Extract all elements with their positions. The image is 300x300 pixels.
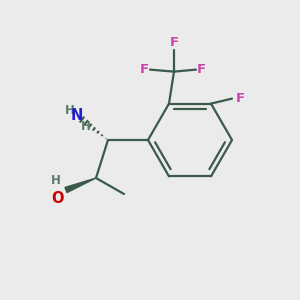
Polygon shape [65,178,96,193]
Text: H: H [51,173,61,187]
Text: H: H [65,104,75,118]
Text: N: N [71,109,83,124]
Text: F: F [169,36,178,49]
Text: O: O [52,191,64,206]
Text: F: F [197,63,206,76]
Text: F: F [140,63,149,76]
Text: F: F [236,92,245,105]
Text: H: H [81,119,91,133]
